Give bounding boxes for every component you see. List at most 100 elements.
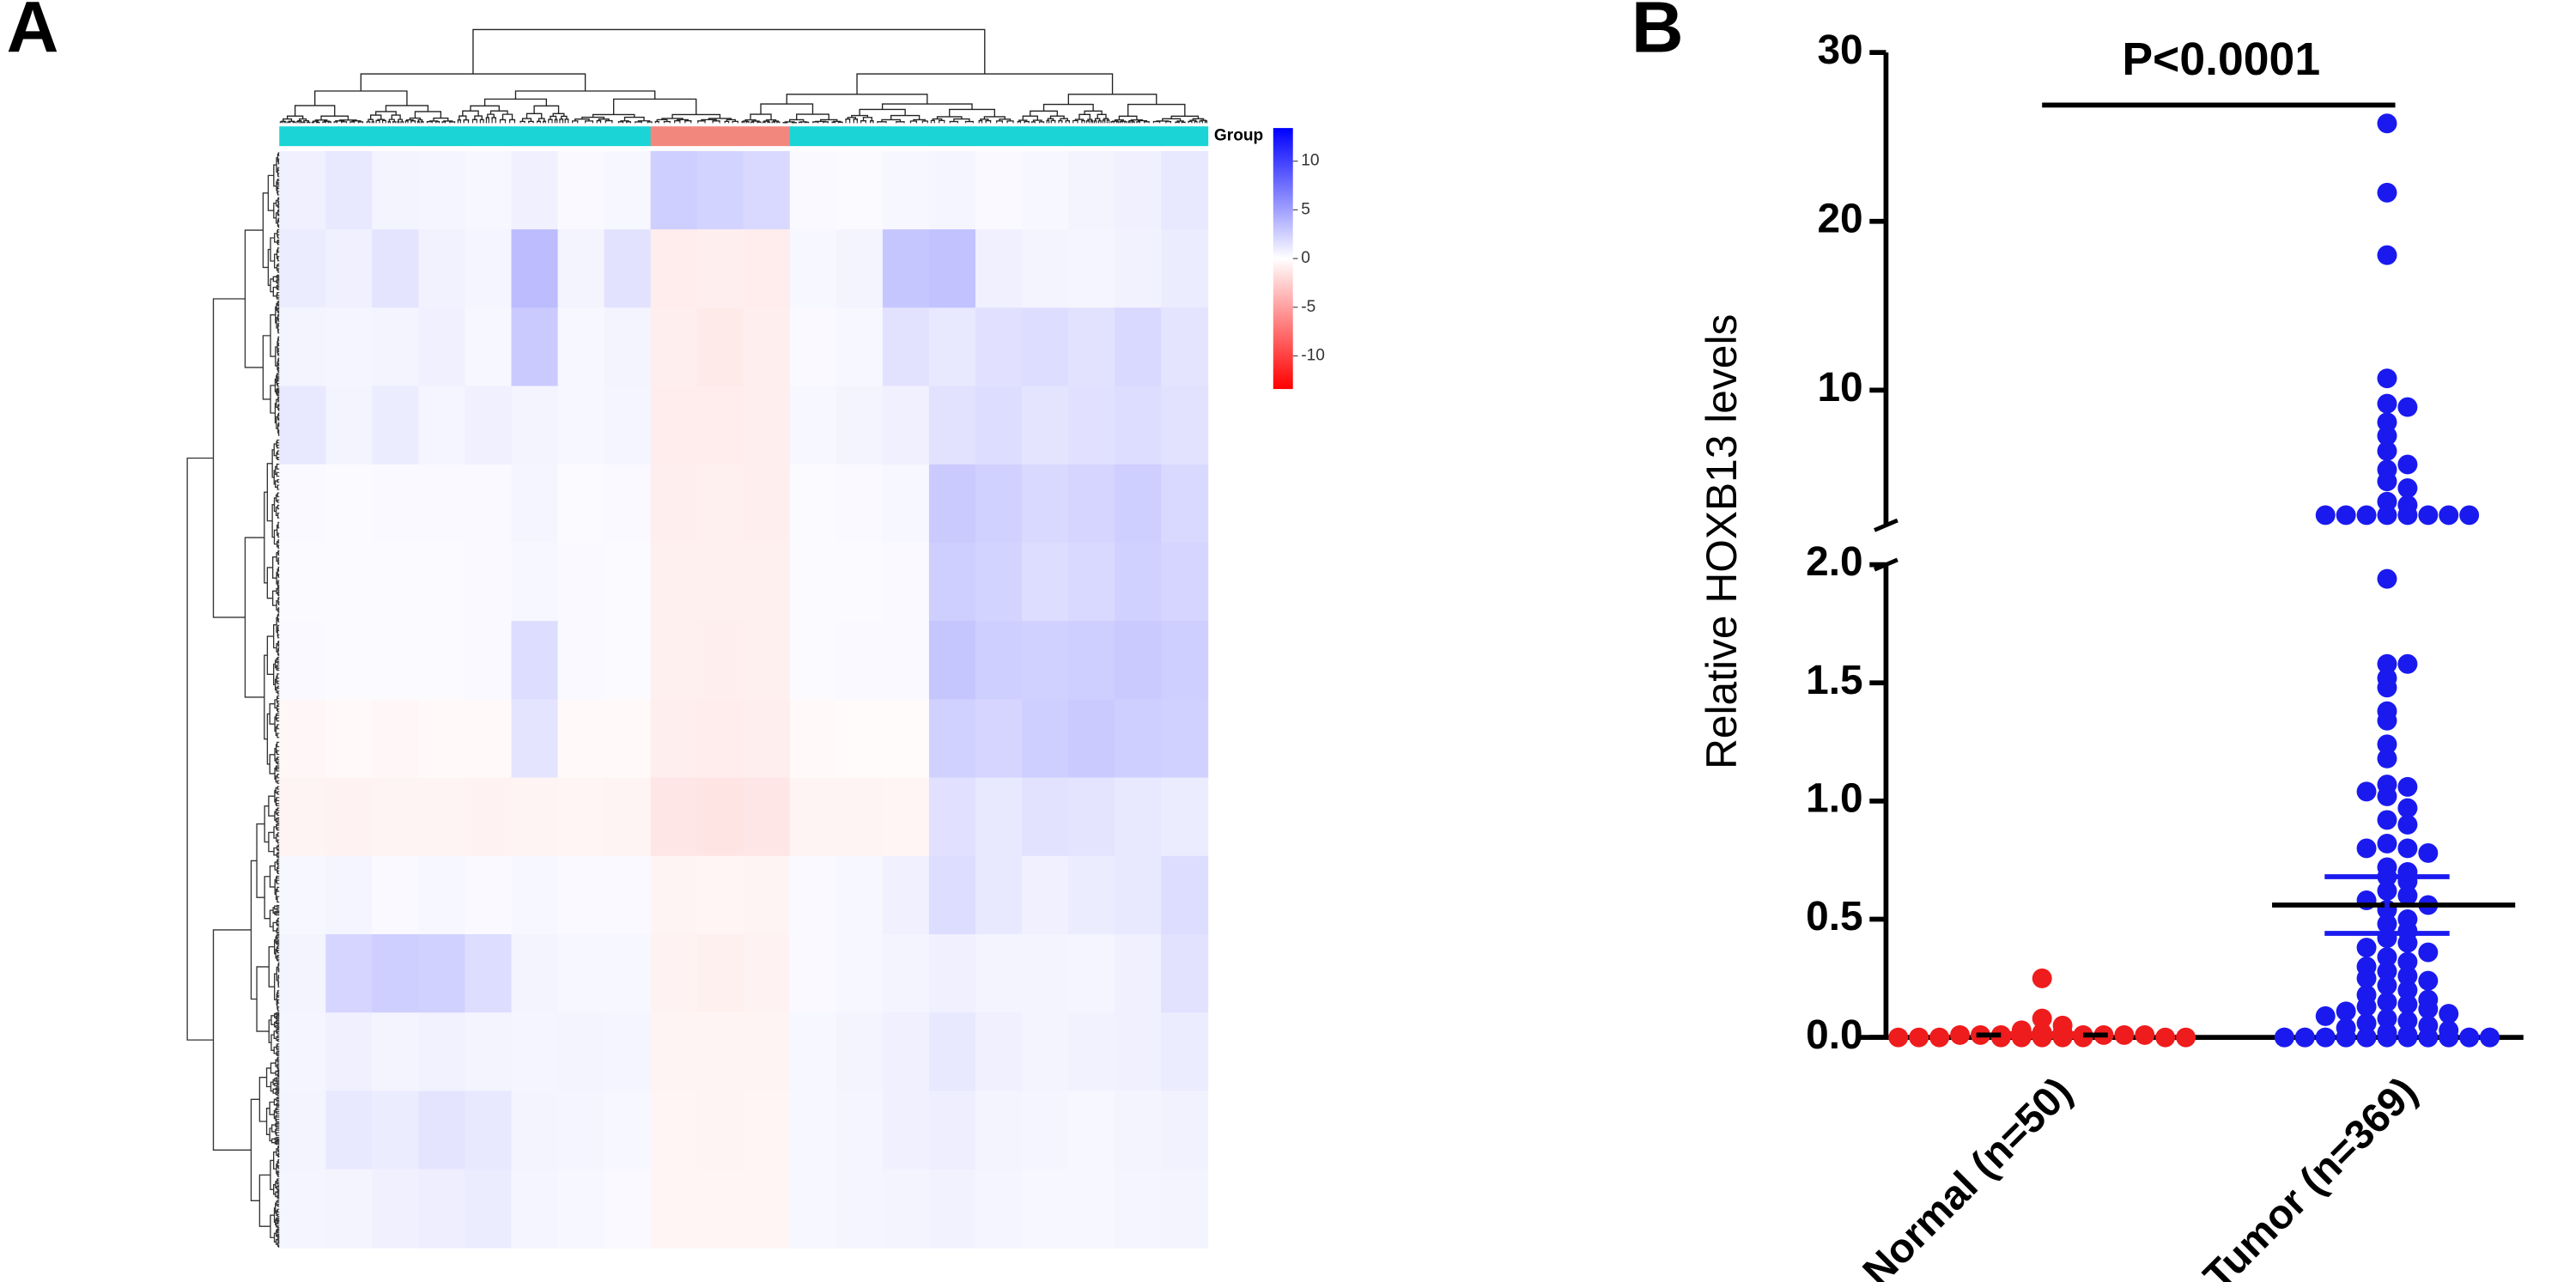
heatmap-cell [975, 1169, 1024, 1249]
dendrogram [870, 120, 874, 123]
heatmap-cell [835, 934, 884, 1014]
dendrogram [250, 860, 258, 1000]
heatmap-cell [372, 699, 420, 779]
dendrogram [276, 185, 279, 190]
dendrogram [270, 237, 275, 262]
dendrogram [1042, 103, 1094, 112]
dendrogram [1115, 121, 1120, 123]
dendrogram [277, 1024, 279, 1028]
heatmap-cell [1068, 699, 1116, 779]
dendrogram [276, 1182, 278, 1185]
dendrogram [276, 1028, 279, 1031]
data-point [2397, 933, 2418, 953]
dendrogram [414, 111, 442, 118]
dendrogram [584, 120, 594, 123]
data-point [2377, 471, 2397, 492]
heatmap-cell [372, 464, 420, 544]
dendrogram [275, 726, 277, 737]
dendrogram [276, 1022, 278, 1025]
dendrogram [741, 121, 745, 123]
dendrogram [526, 112, 543, 119]
dendrogram [851, 114, 869, 118]
dendrogram [276, 1038, 279, 1042]
heatmap-cell [279, 229, 327, 309]
dendrogram [605, 119, 613, 123]
dendrogram [276, 832, 279, 837]
dendrogram [270, 1214, 275, 1238]
heatmap-cell [418, 229, 466, 309]
dendrogram [1074, 118, 1084, 121]
heatmap-cell [835, 699, 884, 779]
dendrogram [985, 119, 992, 123]
heatmap-cell [557, 855, 605, 935]
y-tick-label: 20 [1817, 196, 1862, 241]
dendrogram [324, 120, 331, 123]
dendrogram [277, 414, 279, 420]
dendrogram [276, 713, 278, 716]
y-tick-label: 30 [1817, 27, 1862, 73]
dendrogram [750, 121, 755, 123]
data-point [2377, 748, 2397, 769]
heatmap-cell [418, 464, 466, 544]
dendrogram [276, 802, 278, 806]
x-tick-label: Tumor (n=369) [2195, 1069, 2426, 1282]
dendrogram [276, 492, 279, 498]
heatmap-cell [1068, 621, 1116, 701]
dendrogram [275, 465, 277, 476]
dendrogram [276, 807, 279, 811]
dendrogram [656, 118, 668, 122]
dendrogram [392, 121, 397, 123]
dendrogram [1152, 120, 1161, 123]
dendrogram [1046, 119, 1050, 122]
data-point [1888, 1027, 1909, 1048]
heatmap-cell [650, 464, 698, 544]
dendrogram [274, 1140, 276, 1145]
heatmap-cell [928, 621, 976, 701]
heatmap-cell [418, 1091, 466, 1170]
heatmap-cell [882, 307, 930, 387]
colorbar-tick-label: -10 [1301, 347, 1325, 365]
dendrogram [276, 1237, 279, 1242]
heatmap-cell [1115, 229, 1163, 309]
heatmap-cell [511, 1169, 559, 1249]
data-point [2032, 1008, 2052, 1029]
dendrogram [677, 118, 689, 121]
dendrogram [276, 1000, 278, 1010]
dendrogram [771, 121, 775, 123]
dendrogram [276, 241, 279, 246]
dendrogram [320, 115, 349, 120]
heatmap-cell [465, 934, 513, 1014]
dendrogram [275, 480, 278, 489]
dendrogram [276, 1029, 278, 1034]
heatmap-cell [1022, 699, 1070, 779]
dendrogram [322, 121, 327, 123]
dendrogram [275, 757, 278, 764]
dendrogram [276, 1091, 279, 1093]
data-point [2336, 1027, 2356, 1048]
dendrogram [276, 317, 278, 329]
data-point [2356, 781, 2377, 802]
data-point [1909, 1027, 1929, 1048]
heatmap-cell [279, 307, 327, 387]
dendrogram [930, 119, 935, 122]
data-point [2377, 426, 2397, 446]
data-point [2439, 505, 2459, 526]
heatmap-cell [696, 1091, 744, 1170]
colorbar-tick-label: 0 [1301, 249, 1310, 267]
dendrogram [890, 114, 920, 120]
dendrogram [433, 117, 449, 121]
heatmap-cell [604, 229, 652, 309]
dendrogram [276, 580, 278, 586]
dendrogram [276, 1056, 279, 1060]
data-point [2397, 966, 2418, 987]
dendrogram [277, 641, 279, 647]
dendrogram [1018, 119, 1028, 122]
heatmap-cell [604, 621, 652, 701]
dendrogram [409, 117, 422, 120]
dendrogram [277, 1188, 279, 1191]
dendrogram [276, 416, 278, 429]
heatmap-cell [743, 464, 791, 544]
heatmap-cell [557, 699, 605, 779]
heatmap-cell [1022, 934, 1070, 1014]
dendrogram [732, 120, 739, 123]
